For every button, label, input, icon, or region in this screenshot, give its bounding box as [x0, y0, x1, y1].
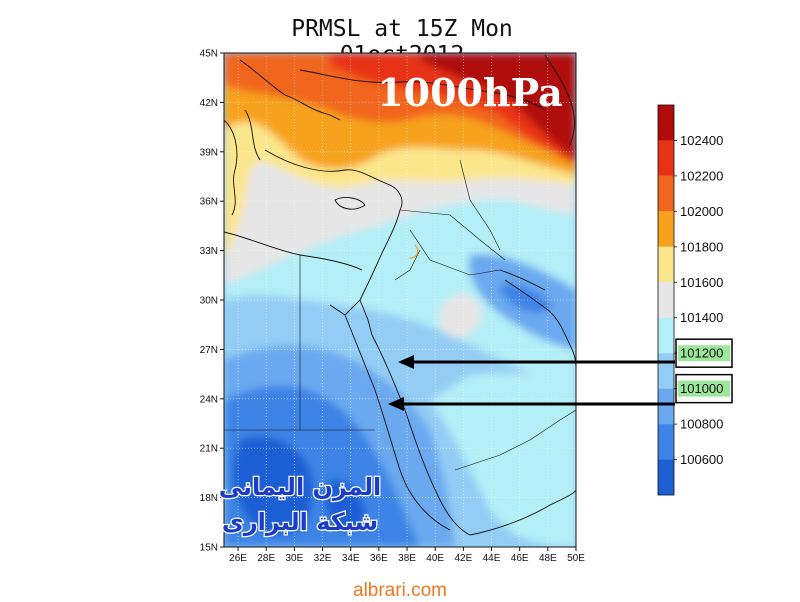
colorbar-label: 100800	[680, 417, 723, 432]
lon-label: 46E	[511, 553, 529, 564]
colorbar-swatch	[658, 459, 674, 495]
lat-label: 27N	[200, 345, 218, 356]
colorbar-label: 101200	[680, 346, 723, 361]
colorbar-swatch	[658, 353, 674, 389]
colorbar-label: 101600	[680, 275, 723, 290]
colorbar-swatch	[658, 388, 674, 425]
lon-label: 36E	[370, 553, 388, 564]
colorbar: 102400 102200 102000 101800 101600 101400 1012…	[657, 104, 733, 496]
level-label: 1000hPa	[377, 70, 563, 115]
annotation-arrows	[388, 355, 675, 411]
colorbar-label: 102200	[680, 168, 723, 183]
colorbar-label: 101400	[680, 310, 723, 325]
colorbar-label: 100600	[680, 452, 723, 467]
colorbar-swatch	[658, 424, 674, 460]
colorbar-swatch	[658, 317, 674, 354]
watermark-line-1: المزن اليمانى	[219, 473, 382, 501]
colorbar-swatch	[658, 105, 674, 141]
lon-label: 44E	[483, 553, 501, 564]
lat-label: 36N	[200, 197, 218, 208]
lat-label: 39N	[200, 147, 218, 158]
lat-label: 42N	[200, 98, 218, 109]
lon-label: 30E	[286, 553, 304, 564]
lon-label: 32E	[314, 553, 332, 564]
lat-label: 18N	[200, 493, 218, 504]
lon-label: 48E	[539, 553, 557, 564]
lat-label: 45N	[200, 49, 218, 60]
colorbar-label: 102400	[680, 133, 723, 148]
colorbar-swatch	[658, 282, 674, 318]
lat-label: 30N	[200, 296, 218, 307]
watermark-line-2: شبكة البرارى	[222, 508, 378, 536]
site-footer: albrari.com	[353, 580, 447, 601]
colorbar-swatch	[658, 246, 674, 283]
lon-label: 26E	[229, 553, 247, 564]
lat-label: 24N	[200, 394, 218, 405]
colorbar-swatch	[658, 211, 674, 247]
lon-label: 28E	[257, 553, 275, 564]
lat-label: 21N	[200, 444, 218, 455]
colorbar-label: 101000	[680, 381, 723, 396]
lon-label: 42E	[454, 553, 472, 564]
colorbar-swatch	[658, 175, 674, 212]
watermark-logo: المزن اليمانى شبكة البرارى	[217, 472, 382, 538]
lat-label: 33N	[200, 246, 218, 257]
lon-label: 40E	[426, 553, 444, 564]
colorbar-label: 102000	[680, 204, 723, 219]
lon-label: 38E	[398, 553, 416, 564]
lon-label: 50E	[567, 553, 585, 564]
pressure-field	[224, 53, 576, 547]
latitude-labels: 45N 42N 39N 36N 33N 30N 27N 24N 21N 18N 15N	[200, 49, 218, 554]
longitude-labels: 26E 28E 30E 32E 34E 36E 38E 40E 42E 44E 46E 48E 50E	[229, 553, 585, 564]
colorbar-swatch	[658, 140, 674, 176]
lon-label: 34E	[342, 553, 360, 564]
coastlines	[224, 54, 576, 536]
colorbar-label: 101800	[680, 239, 723, 254]
lat-label: 15N	[200, 543, 218, 554]
